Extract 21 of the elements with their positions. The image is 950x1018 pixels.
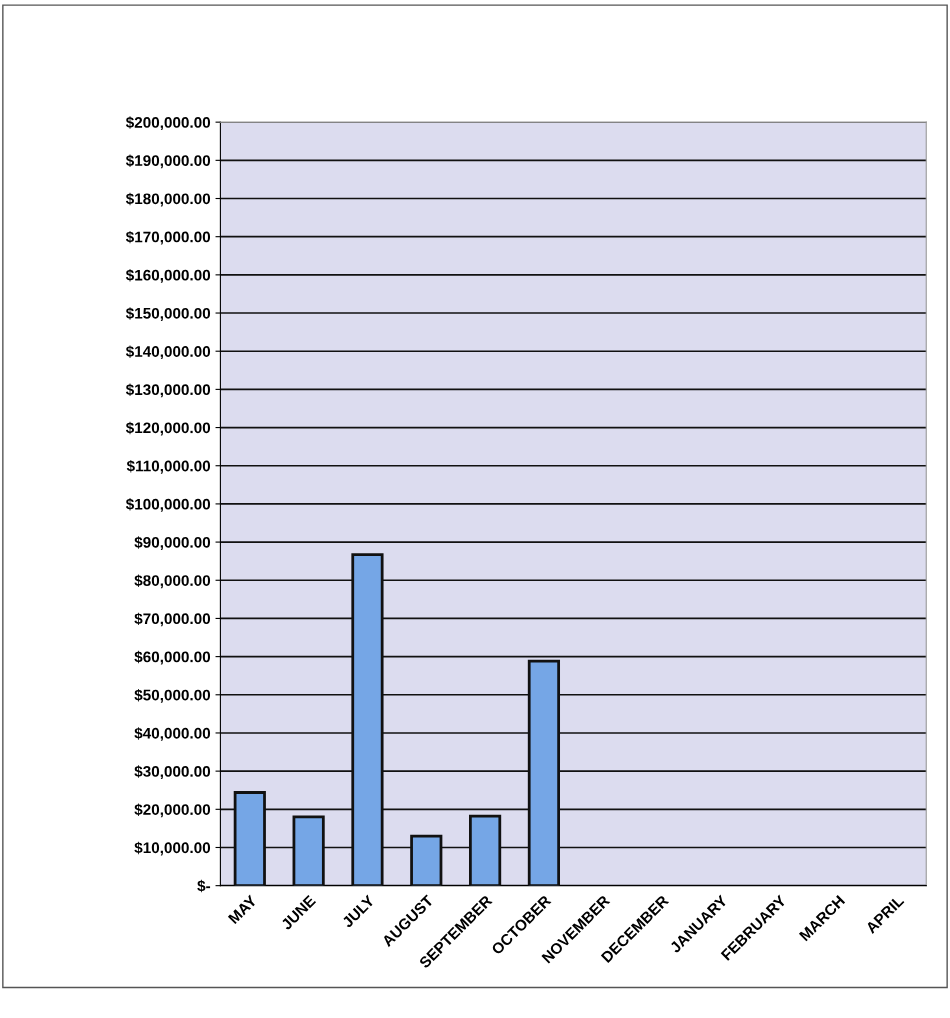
y-tick-label: $30,000.00 [134, 765, 211, 780]
y-tick-label: $20,000.00 [134, 803, 211, 818]
y-tick-label: $140,000.00 [125, 345, 211, 360]
y-tick-label: $100,000.00 [125, 498, 211, 512]
y-tick-label: $190,000.00 [125, 154, 211, 169]
y-tick-label: $40,000.00 [134, 727, 211, 741]
y-tick-label: $80,000.00 [134, 574, 211, 589]
y-tick-label: $120,000.00 [125, 421, 211, 436]
y-tick-label: $60,000.00 [134, 650, 211, 665]
y-tick-label: $- [197, 879, 211, 893]
y-tick-label: $10,000.00 [134, 841, 211, 856]
y-tick-label: $150,000.00 [125, 307, 211, 321]
y-tick-label: $110,000.00 [126, 459, 211, 474]
y-tick-label: $200,000.00 [125, 116, 211, 131]
y-tick-label: $90,000.00 [134, 536, 211, 550]
y-tick-label: $160,000.00 [125, 269, 211, 283]
y-tick-label: $170,000.00 [125, 230, 211, 245]
y-tick-label: $180,000.00 [125, 192, 211, 207]
y-tick-label: $70,000.00 [134, 612, 211, 627]
y-tick-label: $130,000.00 [125, 383, 211, 398]
y-tick-label: $50,000.00 [134, 688, 211, 703]
